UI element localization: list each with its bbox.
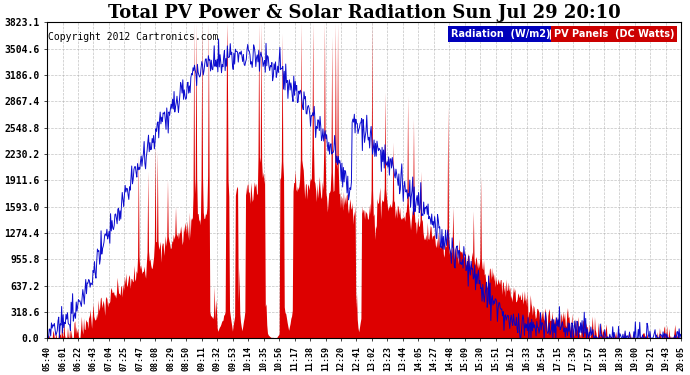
Title: Total PV Power & Solar Radiation Sun Jul 29 20:10: Total PV Power & Solar Radiation Sun Jul… xyxy=(108,4,620,22)
Text: Copyright 2012 Cartronics.com: Copyright 2012 Cartronics.com xyxy=(48,32,219,42)
Legend: Radiation  (W/m2), PV Panels  (DC Watts): Radiation (W/m2), PV Panels (DC Watts) xyxy=(445,27,676,41)
